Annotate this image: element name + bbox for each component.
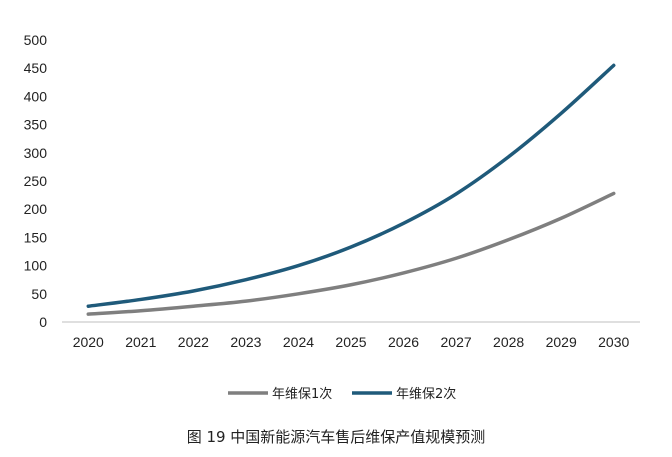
figure-caption: 图 19 中国新能源汽车售后维保产值规模预测	[186, 428, 486, 446]
x-tick-label: 2025	[335, 334, 366, 350]
x-tick-label: 2022	[178, 334, 209, 350]
x-tick-label: 2024	[283, 334, 314, 350]
legend-label-1: 年维保1次	[272, 386, 332, 402]
x-tick-label: 2028	[493, 334, 524, 350]
legend: 年维保1次 年维保2次	[228, 386, 456, 402]
y-tick-label: 300	[24, 145, 48, 161]
series-lines	[86, 63, 616, 316]
x-tick-label: 2021	[125, 334, 156, 350]
series-line-2	[86, 63, 616, 308]
legend-label-2: 年维保2次	[396, 386, 456, 402]
series-line-1	[86, 191, 616, 316]
y-tick-label: 100	[24, 258, 48, 274]
y-tick-label: 450	[24, 60, 48, 76]
x-tick-label: 2029	[546, 334, 577, 350]
x-axis-ticks: 2020 2021 2022 2023 2024 2025 2026 2027 2028 2029…	[73, 334, 630, 350]
y-tick-label: 250	[24, 173, 48, 189]
y-tick-label: 400	[24, 88, 48, 104]
y-tick-label: 350	[24, 117, 48, 133]
x-tick-label: 2023	[230, 334, 261, 350]
y-tick-label: 150	[24, 229, 48, 245]
y-tick-label: 500	[24, 32, 48, 48]
x-tick-label: 2027	[441, 334, 472, 350]
y-axis-ticks: 0 50 100 150 200 250 300 350 400 450 500	[24, 32, 48, 330]
y-tick-label: 200	[24, 201, 48, 217]
y-tick-label: 50	[31, 286, 47, 302]
x-tick-label: 2030	[598, 334, 629, 350]
x-tick-label: 2020	[73, 334, 104, 350]
x-tick-label: 2026	[388, 334, 419, 350]
y-tick-label: 0	[39, 314, 47, 330]
